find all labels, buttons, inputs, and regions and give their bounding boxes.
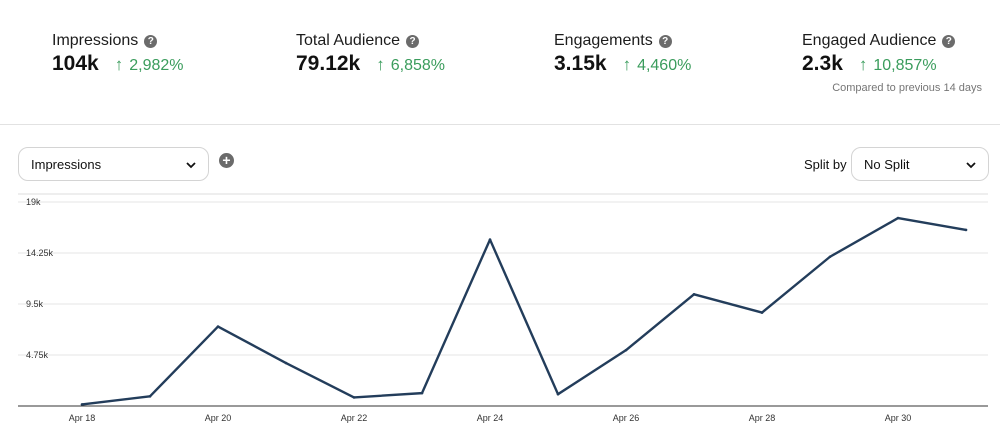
metric-engaged-audience: Engaged Audience? 2.3k ↑ 10,857% [802,32,956,76]
x-tick-label: Apr 20 [205,413,232,423]
metric-label: Engaged Audience [802,32,937,49]
metric-select[interactable]: Impressions [18,147,209,181]
metric-impressions: Impressions? 104k ↑ 2,982% [52,32,183,76]
help-icon[interactable]: ? [658,34,672,48]
metric-total-audience: Total Audience? 79.12k ↑ 6,858% [296,32,445,76]
data-point [828,255,832,259]
arrow-up-icon: ↑ [376,55,385,74]
y-tick-label: 14.25k [26,248,54,258]
arrow-up-icon: ↑ [858,55,868,74]
x-tick-label: Apr 30 [885,413,912,423]
x-tick-label: Apr 18 [69,413,96,423]
y-tick-label: 19k [26,197,41,207]
metric-delta: ↑ 4,460% [623,55,692,75]
metric-label: Engagements [554,32,653,49]
metric-delta-value: 10,857% [873,57,937,74]
data-point [692,293,696,296]
help-icon[interactable]: ? [942,34,956,48]
metric-label: Impressions [52,32,139,49]
x-tick-label: Apr 26 [613,413,640,423]
metric-value: 104k [52,52,99,75]
metrics-summary: Impressions? 104k ↑ 2,982% Total Audience… [0,0,1000,125]
x-tick-label: Apr 22 [341,413,368,423]
metric-select-value: Impressions [31,156,102,172]
help-icon[interactable]: ? [144,34,158,48]
metric-delta-value: 6,858% [390,57,445,74]
metric-delta: ↑ 10,857% [859,55,937,75]
x-tick-label: Apr 28 [749,413,776,423]
data-point [488,238,492,241]
chevron-down-icon [966,162,976,169]
arrow-up-icon: ↑ [114,55,124,74]
metric-delta: ↑ 2,982% [115,55,184,75]
help-icon[interactable]: ? [406,34,420,48]
split-select[interactable]: No Split [851,147,989,181]
y-tick-label: 9.5k [26,299,44,309]
data-point [284,361,288,365]
x-tick-label: Apr 24 [477,413,504,423]
split-by-label: Split by [804,157,847,172]
metric-engagements: Engagements? 3.15k ↑ 4,460% [554,32,691,76]
metric-value: 79.12k [296,52,361,75]
data-point [964,228,968,232]
comparison-note: Compared to previous 14 days [832,82,982,94]
data-point [148,395,152,398]
metric-value: 3.15k [554,52,607,75]
data-point [420,391,424,395]
metric-delta-value: 2,982% [129,57,184,74]
metric-label: Total Audience [296,32,401,49]
data-point [896,216,900,220]
data-point [352,396,356,399]
data-point [624,348,628,352]
series-line-impressions [80,216,968,406]
data-point [556,392,560,396]
data-point [80,403,84,406]
impressions-line-chart: 4.75k 9.5k 14.25k 19k Apr 18 Apr 20 Apr 22 Apr … [18,193,988,423]
data-point [216,325,220,328]
arrow-up-icon: ↑ [622,55,632,74]
metric-delta-value: 4,460% [637,57,692,74]
metric-value: 2.3k [802,52,843,75]
y-tick-label: 4.75k [26,350,49,360]
add-metric-button[interactable]: + [219,153,234,168]
data-point [760,311,764,314]
metric-delta: ↑ 6,858% [376,55,445,75]
split-select-value: No Split [864,156,910,172]
chevron-down-icon [186,162,196,169]
